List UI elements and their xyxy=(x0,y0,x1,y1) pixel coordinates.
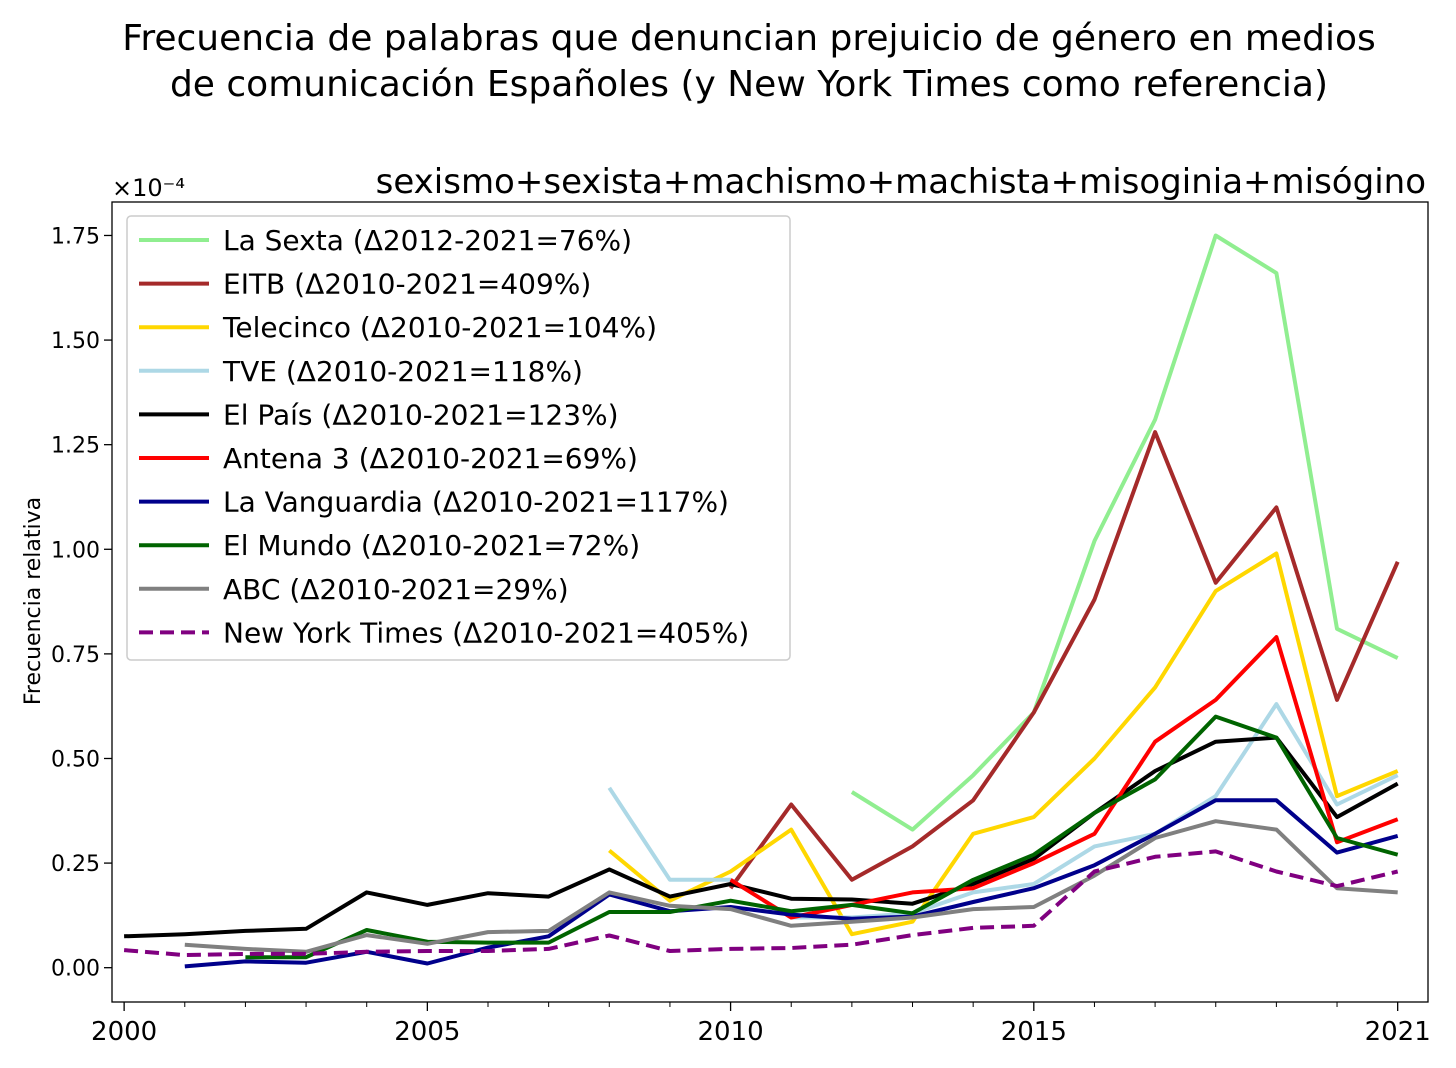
legend-label-telecinco: Telecinco (Δ2010-2021=104%) xyxy=(222,311,657,344)
x-tick-label-2000: 2000 xyxy=(91,1017,157,1047)
legend-box xyxy=(126,215,791,661)
legend-label-new-york-times: New York Times (Δ2010-2021=405%) xyxy=(223,616,749,649)
series-layer xyxy=(123,233,1400,969)
figure-title-line-1: Frecuencia de palabras que denuncian pre… xyxy=(122,18,1376,59)
series-line-el-mundo xyxy=(245,714,1399,960)
y-tick-label-2: 0.50 xyxy=(51,747,100,772)
y-tick-label-7: 1.75 xyxy=(51,224,100,249)
series-line-telecinco xyxy=(608,551,1399,937)
figure-title-line-2: de comunicación Españoles (y New York Ti… xyxy=(169,64,1329,105)
figure-title: Frecuencia de palabras que denuncian pre… xyxy=(0,16,1456,108)
legend-label-antena-3: Antena 3 (Δ2010-2021=69%) xyxy=(223,442,638,475)
y-axis-label: Frecuencia relativa xyxy=(21,497,46,705)
plot-title: sexismo+sexista+machismo+machista+misogi… xyxy=(376,162,1426,202)
legend: La Sexta (Δ2012-2021=76%) EITB (Δ2010-202… xyxy=(126,215,791,661)
series-line-eitb xyxy=(728,430,1400,890)
plot-frame xyxy=(111,201,1429,1003)
legend-label-la-vanguardia: La Vanguardia (Δ2010-2021=117%) xyxy=(223,486,729,519)
series-line-la-sexta xyxy=(850,233,1399,832)
legend-label-la-sexta: La Sexta (Δ2012-2021=76%) xyxy=(223,224,632,257)
series-line-el-pa-s xyxy=(124,735,1399,939)
y-tick-label-1: 0.25 xyxy=(51,852,100,877)
x-axis: 2000 2005 2010 2015 2021 xyxy=(91,1002,1431,1047)
series-line-new-york-times xyxy=(123,849,1399,958)
y-tick-label-6: 1.50 xyxy=(51,329,100,354)
legend-label-eitb: EITB (Δ2010-2021=409%) xyxy=(223,268,591,301)
legend-label-el-pa-s: El País (Δ2010-2021=123%) xyxy=(223,398,619,431)
y-tick-label-3: 0.75 xyxy=(51,643,100,668)
legend-label-el-mundo: El Mundo (Δ2010-2021=72%) xyxy=(223,529,640,562)
x-tick-label-2010: 2010 xyxy=(697,1017,763,1047)
series-line-abc xyxy=(184,819,1398,954)
x-tick-label-2015: 2015 xyxy=(1001,1017,1067,1047)
y-axis: 0.00 0.25 0.50 0.75 1.00 1.25 1.50 1.75 xyxy=(51,224,112,982)
y-tick-label-5: 1.25 xyxy=(51,434,100,459)
series-line-la-vanguardia xyxy=(184,798,1399,969)
x-tick-label-2005: 2005 xyxy=(394,1017,460,1047)
legend-label-tve: TVE (Δ2010-2021=118%) xyxy=(222,355,583,388)
y-tick-label-0: 0.00 xyxy=(51,957,100,982)
y-axis-scale-label: ×10⁻⁴ xyxy=(112,174,185,202)
legend-label-abc: ABC (Δ2010-2021=29%) xyxy=(223,573,569,606)
x-tick-label-2021: 2021 xyxy=(1365,1017,1431,1047)
y-tick-label-4: 1.00 xyxy=(51,538,100,563)
